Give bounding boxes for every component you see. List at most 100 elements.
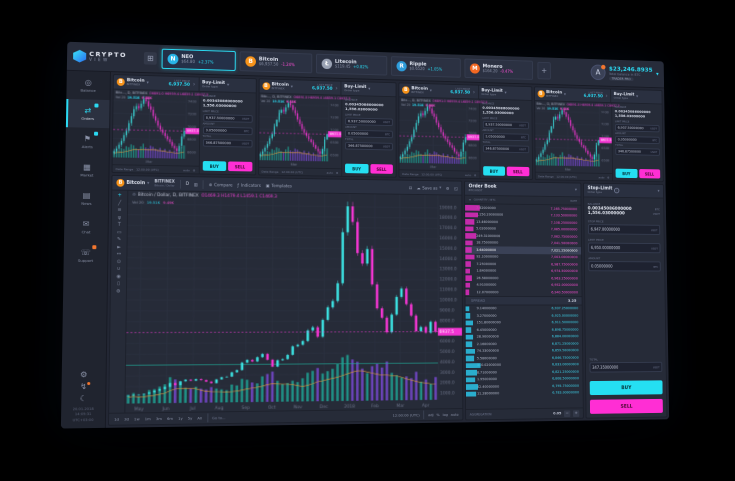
brush-tool[interactable]: ✎ xyxy=(116,236,122,243)
total-input[interactable]: 347.35000000 USDT xyxy=(589,361,663,373)
mini-order-type-selector[interactable]: Buy-Limit Order type ▾ xyxy=(610,89,660,104)
connection-status-icon[interactable]: ↯ xyxy=(80,381,91,391)
aggregation-decrease-button[interactable]: − xyxy=(563,409,571,417)
sidebar-item-orders[interactable]: ⇄ Orders xyxy=(65,98,110,129)
sidebar-item-market[interactable]: ▦ Market xyxy=(65,156,109,185)
stop-limit-header[interactable]: Stop-Limit Order type i ▾ xyxy=(583,183,664,199)
drawing-settings-tool[interactable]: ⚙ xyxy=(116,288,121,295)
mini-order-type-selector[interactable]: Buy-Limit Order type ▾ xyxy=(340,81,393,97)
stop-price-input[interactable]: 6,947.00000000 USDT xyxy=(587,224,661,235)
visibility-tool[interactable]: ◉ xyxy=(116,273,121,280)
mini-total-input[interactable]: 346.87500000 USDT xyxy=(202,139,253,149)
layout-icon[interactable]: ⊟ xyxy=(408,184,412,190)
mini-coin-selector[interactable]: B Bitcoin BITFINEX ▾ xyxy=(402,86,432,95)
range-3m[interactable]: 3m xyxy=(155,416,162,422)
date-range-label[interactable]: Date Range xyxy=(115,166,134,171)
toggle-adj[interactable]: adj xyxy=(428,412,434,418)
fullscreen-icon[interactable]: ◱ xyxy=(454,185,458,191)
sell-button[interactable]: SELL xyxy=(589,398,663,414)
text-tool-tool[interactable]: T xyxy=(117,221,121,228)
fib-retracement-tool[interactable]: ≡ xyxy=(117,207,122,214)
pitchfork-tool[interactable]: ψ xyxy=(117,214,122,221)
range-all[interactable]: All xyxy=(197,415,203,421)
remove-drawings-tool[interactable]: ▯ xyxy=(117,280,120,287)
mini-chart-canvas[interactable] xyxy=(258,93,342,169)
mini-settings-gear-icon[interactable]: ⚙ xyxy=(192,168,196,172)
mini-settings-gear-icon[interactable]: ⚙ xyxy=(335,170,339,175)
add-ticker-button[interactable]: + xyxy=(537,61,551,80)
collapse-legend-icon[interactable]: ⊖ xyxy=(132,192,136,198)
mini-sell-button[interactable]: SELL xyxy=(638,169,661,179)
mini-settings-gear-icon[interactable]: ⚙ xyxy=(607,175,610,179)
date-range-label[interactable]: Date Range xyxy=(537,174,554,179)
apps-grid-button[interactable]: ⊞ xyxy=(143,51,157,65)
symbol-selector[interactable]: B Bitcoin ▾ xyxy=(116,178,149,187)
range-1m[interactable]: 1m xyxy=(144,416,151,422)
range-1y[interactable]: 1y xyxy=(178,415,183,421)
mini-order-type-selector[interactable]: Buy-Limit Order type ▾ xyxy=(198,77,253,93)
mini-order-type-selector[interactable]: Buy-Limit Order type ▾ xyxy=(477,85,529,100)
sidebar-item-support[interactable]: ☏ Support xyxy=(64,241,108,270)
sidebar-item-chat[interactable]: ✉ Chat xyxy=(64,212,108,241)
trend-line-tool[interactable]: ╱ xyxy=(118,199,122,206)
avatar[interactable]: A xyxy=(590,64,606,81)
ticker-card-litecoin[interactable]: Ł Litecoin $119.45 +0.82% xyxy=(315,53,388,76)
candlestick-chart-canvas[interactable] xyxy=(125,190,463,413)
indicators-button[interactable]: ƒ Indicators xyxy=(237,182,260,187)
auto-scale-label[interactable]: auto xyxy=(598,175,605,179)
ticker-card-bitcoin[interactable]: B Bitcoin $6,937.50 -1.24% xyxy=(239,51,313,74)
night-mode-icon[interactable]: ☾ xyxy=(79,393,88,403)
mini-candle-chart[interactable]: Bitc..., D, BITFINEX O6891.0 H6959.4 L685… xyxy=(399,97,487,179)
range-5y[interactable]: 5y xyxy=(187,415,193,421)
amount-input[interactable]: 0.05000000 BTC xyxy=(588,261,661,272)
arrow-tool[interactable]: ► xyxy=(117,243,121,250)
ticker-card-ripple[interactable]: R Ripple $0.6520 +1.05% xyxy=(390,56,461,78)
mini-chart-canvas[interactable] xyxy=(534,100,613,174)
limit-price-input[interactable]: 6,950.00000000 USDT xyxy=(588,242,661,254)
order-book-ask-row[interactable]: 12.07000000 6,940.50000000 xyxy=(465,289,581,296)
chevron-down-icon[interactable]: ▾ xyxy=(574,187,577,193)
mini-chart-canvas[interactable] xyxy=(112,89,200,166)
chevron-down-icon[interactable]: ▾ xyxy=(657,188,660,194)
toggle-percent[interactable]: % xyxy=(436,412,440,418)
sidebar-item-news[interactable]: ▤ News xyxy=(64,184,108,213)
mini-coin-selector[interactable]: B Bitcoin BITFINEX ▾ xyxy=(116,78,149,87)
user-area[interactable]: A $23,246.8935 Total balance in BTC TRAD… xyxy=(590,64,659,82)
mini-coin-selector[interactable]: B Bitcoin BITFINEX ▾ xyxy=(537,90,566,99)
buy-button[interactable]: BUY xyxy=(589,380,663,396)
clock-label[interactable]: 12:00:00 (UTC) xyxy=(392,412,420,418)
range-1d[interactable]: 1d xyxy=(114,416,120,422)
mini-buy-button[interactable]: BUY xyxy=(482,166,506,176)
save-as-button[interactable]: ☁ Save as ▾ xyxy=(417,185,442,190)
date-range-label[interactable]: Date Range xyxy=(261,169,279,174)
mini-buy-button[interactable]: BUY xyxy=(202,160,227,172)
mini-coin-selector[interactable]: B Bitcoin BITFINEX ▾ xyxy=(262,82,293,91)
crosshair-tool[interactable]: + xyxy=(117,192,122,199)
mini-buy-button[interactable]: BUY xyxy=(345,163,369,174)
ticker-card-neo[interactable]: N NEO $64.80 +2.37% xyxy=(161,48,236,72)
mini-settings-gear-icon[interactable]: ⚙ xyxy=(473,172,477,177)
mini-total-input[interactable]: 346.87500000 USDT xyxy=(482,145,529,154)
range-3d[interactable]: 3d xyxy=(124,416,129,422)
auto-scale-label[interactable]: auto xyxy=(464,172,472,177)
mini-sell-button[interactable]: SELL xyxy=(506,166,529,177)
date-range-label[interactable]: Date Range xyxy=(402,171,419,176)
mini-sell-button[interactable]: SELL xyxy=(369,164,393,174)
interval-button[interactable]: D xyxy=(185,181,190,187)
collapse-arrow-icon[interactable]: › xyxy=(335,84,338,92)
mini-total-input[interactable]: 346.87500000 USDT xyxy=(345,142,393,151)
mini-chart-canvas[interactable] xyxy=(399,97,480,171)
range-1w[interactable]: 1w xyxy=(133,416,140,422)
range-6m[interactable]: 6m xyxy=(166,415,174,421)
settings-gear-icon[interactable]: ⚙ xyxy=(80,369,88,379)
sidebar-item-balance[interactable]: ◎ Balance xyxy=(66,71,110,100)
mini-candle-chart[interactable]: Bitc..., D, BITFINEX O6891.0 H6959.4 L685… xyxy=(534,100,620,181)
magnet-tool[interactable]: ∪ xyxy=(116,266,121,272)
mini-candle-chart[interactable]: Bitc..., D, BITFINEX O6891.0 H6959.4 L685… xyxy=(258,93,350,176)
collapse-arrow-icon[interactable]: › xyxy=(192,80,196,88)
order-book-bid-row[interactable]: 11.28000000 6,783.00000000 xyxy=(465,389,583,397)
chart-settings-icon[interactable]: ⚙ xyxy=(445,185,450,191)
templates-button[interactable]: ▣ Templates xyxy=(266,183,292,188)
collapse-arrow-icon[interactable]: › xyxy=(472,88,476,96)
candle-style-icon[interactable]: ▥ xyxy=(193,181,198,187)
